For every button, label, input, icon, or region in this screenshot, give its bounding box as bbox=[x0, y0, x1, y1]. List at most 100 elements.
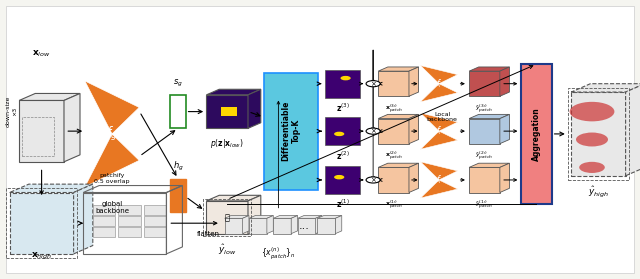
Polygon shape bbox=[572, 92, 626, 176]
Polygon shape bbox=[74, 184, 93, 254]
Text: $p(\mathbf{z}|\mathbf{x}_{low})$: $p(\mathbf{z}|\mathbf{x}_{low})$ bbox=[211, 137, 244, 150]
Polygon shape bbox=[409, 67, 419, 96]
FancyBboxPatch shape bbox=[325, 70, 360, 98]
Polygon shape bbox=[500, 114, 509, 144]
Polygon shape bbox=[500, 163, 509, 193]
Circle shape bbox=[366, 81, 380, 87]
Polygon shape bbox=[469, 163, 509, 167]
Polygon shape bbox=[469, 67, 509, 71]
Polygon shape bbox=[225, 218, 243, 234]
Polygon shape bbox=[378, 71, 409, 96]
FancyBboxPatch shape bbox=[170, 179, 186, 212]
Text: global
backbone: global backbone bbox=[95, 201, 129, 214]
Text: Local
backbone: Local backbone bbox=[427, 112, 458, 122]
FancyBboxPatch shape bbox=[325, 117, 360, 145]
Text: $\hat{y}_{patch}^{(3\prime)}$: $\hat{y}_{patch}^{(3\prime)}$ bbox=[476, 102, 493, 115]
Text: $\mathbf{x}_{patch}^{(3\prime)}$: $\mathbf{x}_{patch}^{(3\prime)}$ bbox=[385, 102, 403, 115]
Polygon shape bbox=[248, 195, 261, 234]
Polygon shape bbox=[19, 93, 80, 100]
Polygon shape bbox=[19, 100, 64, 162]
Polygon shape bbox=[84, 81, 140, 187]
FancyBboxPatch shape bbox=[144, 216, 166, 226]
Circle shape bbox=[334, 175, 344, 179]
FancyBboxPatch shape bbox=[325, 166, 360, 194]
Polygon shape bbox=[378, 163, 419, 167]
Polygon shape bbox=[206, 95, 248, 128]
Polygon shape bbox=[626, 84, 640, 176]
FancyBboxPatch shape bbox=[521, 64, 552, 204]
Text: $\mathbf{z}^{(2)}$: $\mathbf{z}^{(2)}$ bbox=[335, 149, 349, 162]
Polygon shape bbox=[335, 215, 342, 234]
Text: $\mathbf{z}^{(1)}$: $\mathbf{z}^{(1)}$ bbox=[335, 198, 349, 210]
Text: $f_l$: $f_l$ bbox=[436, 174, 442, 186]
Text: $\mathbf{x}_{patch}^{(1\prime)}$: $\mathbf{x}_{patch}^{(1\prime)}$ bbox=[385, 198, 403, 211]
Text: $\mathbf{x}_{high}$: $\mathbf{x}_{high}$ bbox=[31, 251, 52, 262]
FancyBboxPatch shape bbox=[118, 227, 141, 237]
FancyBboxPatch shape bbox=[144, 227, 166, 237]
Polygon shape bbox=[316, 215, 322, 234]
Circle shape bbox=[366, 128, 380, 134]
Text: $\mathbf{z}^{(3)}$: $\mathbf{z}^{(3)}$ bbox=[335, 102, 349, 114]
Polygon shape bbox=[206, 201, 248, 234]
Polygon shape bbox=[378, 67, 419, 71]
Polygon shape bbox=[225, 215, 249, 218]
Polygon shape bbox=[291, 215, 298, 234]
Circle shape bbox=[340, 76, 351, 80]
Text: patchify
0.5 overlap: patchify 0.5 overlap bbox=[94, 173, 130, 184]
Polygon shape bbox=[469, 167, 500, 193]
Polygon shape bbox=[409, 114, 419, 144]
Text: $\hat{y}_{high}$: $\hat{y}_{high}$ bbox=[588, 184, 609, 199]
Polygon shape bbox=[469, 119, 500, 144]
Polygon shape bbox=[273, 215, 298, 218]
Polygon shape bbox=[249, 218, 267, 234]
FancyBboxPatch shape bbox=[93, 216, 115, 226]
Text: $\{x_{patch}^{(n)}\}_n$: $\{x_{patch}^{(n)}\}_n$ bbox=[261, 246, 296, 262]
Text: $h_g$: $h_g$ bbox=[173, 160, 183, 173]
FancyBboxPatch shape bbox=[170, 95, 186, 128]
Text: ...: ... bbox=[300, 221, 310, 231]
Polygon shape bbox=[206, 89, 261, 95]
FancyBboxPatch shape bbox=[93, 205, 115, 215]
Polygon shape bbox=[420, 162, 458, 198]
Polygon shape bbox=[469, 114, 509, 119]
Text: Aggregation: Aggregation bbox=[532, 107, 541, 161]
FancyBboxPatch shape bbox=[144, 205, 166, 215]
Text: $\mathbf{x}_{low}$: $\mathbf{x}_{low}$ bbox=[32, 48, 51, 59]
Polygon shape bbox=[317, 215, 342, 218]
FancyBboxPatch shape bbox=[118, 205, 141, 215]
Text: $\times$: $\times$ bbox=[370, 80, 376, 88]
FancyBboxPatch shape bbox=[93, 227, 115, 237]
Polygon shape bbox=[420, 113, 458, 149]
Text: $\hat{y}_{low}$: $\hat{y}_{low}$ bbox=[218, 243, 236, 257]
Polygon shape bbox=[409, 163, 419, 193]
Circle shape bbox=[570, 102, 614, 121]
Text: $f_l$: $f_l$ bbox=[436, 125, 442, 137]
Polygon shape bbox=[572, 84, 640, 92]
Polygon shape bbox=[273, 218, 291, 234]
FancyBboxPatch shape bbox=[221, 107, 237, 116]
Circle shape bbox=[366, 177, 380, 183]
Polygon shape bbox=[267, 215, 273, 234]
Polygon shape bbox=[10, 193, 74, 254]
Polygon shape bbox=[249, 215, 273, 218]
Text: $\hat{y}_{patch}^{(2\prime)}$: $\hat{y}_{patch}^{(2\prime)}$ bbox=[476, 149, 493, 162]
Text: $\times$: $\times$ bbox=[370, 176, 376, 184]
FancyBboxPatch shape bbox=[264, 73, 319, 190]
Polygon shape bbox=[64, 93, 80, 162]
FancyBboxPatch shape bbox=[118, 216, 141, 226]
Polygon shape bbox=[298, 215, 322, 218]
Polygon shape bbox=[500, 67, 509, 96]
Text: down-size
×3: down-size ×3 bbox=[6, 96, 17, 127]
Polygon shape bbox=[378, 119, 409, 144]
Circle shape bbox=[579, 162, 605, 173]
Text: flatten: flatten bbox=[196, 231, 220, 237]
Text: 🫁: 🫁 bbox=[225, 213, 230, 222]
Polygon shape bbox=[317, 218, 335, 234]
Text: $f_g$: $f_g$ bbox=[106, 125, 118, 143]
Text: $s_g$: $s_g$ bbox=[173, 78, 183, 89]
Text: $\hat{y}_{patch}^{(1\prime)}$: $\hat{y}_{patch}^{(1\prime)}$ bbox=[476, 198, 493, 211]
Polygon shape bbox=[248, 89, 261, 128]
Text: $\times$: $\times$ bbox=[370, 127, 376, 135]
Text: $f_l$: $f_l$ bbox=[436, 78, 442, 90]
Polygon shape bbox=[378, 167, 409, 193]
